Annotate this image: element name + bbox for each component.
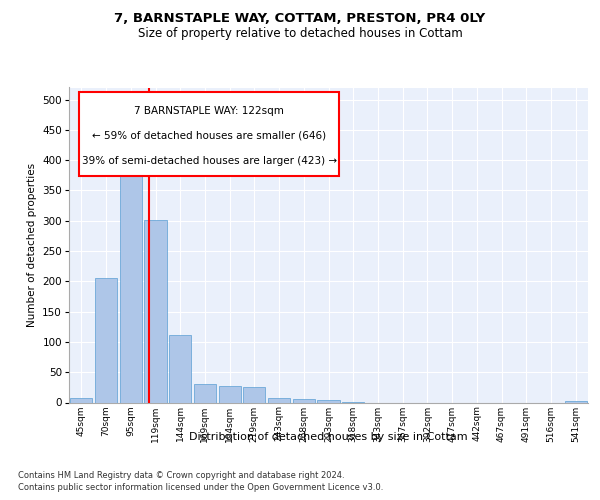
Bar [194, 384, 216, 402]
Text: Distribution of detached houses by size in Cottam: Distribution of detached houses by size … [190, 432, 468, 442]
Bar [293, 399, 315, 402]
Y-axis label: Number of detached properties: Number of detached properties [27, 163, 37, 327]
Bar [169, 334, 191, 402]
Text: ← 59% of detached houses are smaller (646): ← 59% of detached houses are smaller (64… [92, 130, 326, 140]
Bar [268, 398, 290, 402]
Bar [95, 278, 117, 402]
Text: Contains HM Land Registry data © Crown copyright and database right 2024.: Contains HM Land Registry data © Crown c… [18, 471, 344, 480]
Bar [70, 398, 92, 402]
FancyBboxPatch shape [79, 92, 339, 176]
Bar [317, 400, 340, 402]
Bar [565, 400, 587, 402]
Bar [145, 220, 167, 402]
Text: Contains public sector information licensed under the Open Government Licence v3: Contains public sector information licen… [18, 483, 383, 492]
Text: 39% of semi-detached houses are larger (423) →: 39% of semi-detached houses are larger (… [82, 156, 337, 166]
Text: 7, BARNSTAPLE WAY, COTTAM, PRESTON, PR4 0LY: 7, BARNSTAPLE WAY, COTTAM, PRESTON, PR4 … [115, 12, 485, 26]
Text: 7 BARNSTAPLE WAY: 122sqm: 7 BARNSTAPLE WAY: 122sqm [134, 106, 284, 116]
Text: Size of property relative to detached houses in Cottam: Size of property relative to detached ho… [137, 28, 463, 40]
Bar [243, 388, 265, 402]
Bar [218, 386, 241, 402]
Bar [119, 157, 142, 402]
